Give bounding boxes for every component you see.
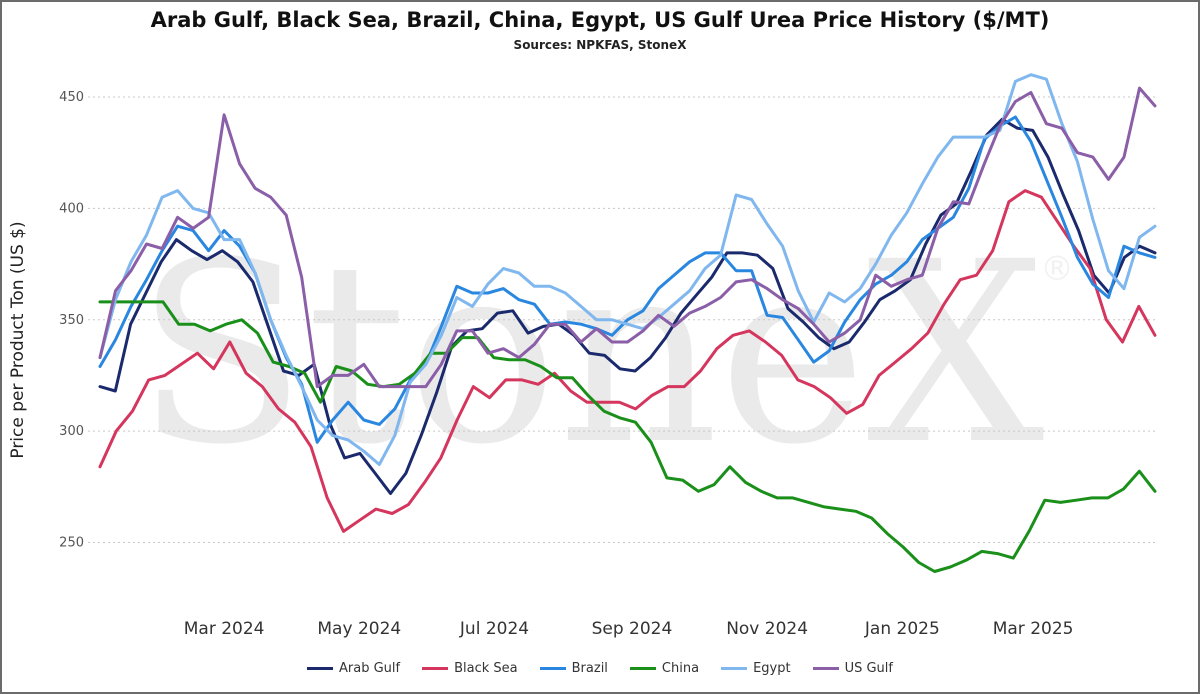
- legend-swatch: [812, 667, 839, 670]
- legend: Arab Gulf Black Sea Brazil China Egypt US Gul…: [0, 661, 1200, 676]
- y-tick-label: 350: [59, 313, 84, 328]
- legend-item-us-gulf: US Gulf: [812, 661, 893, 676]
- x-tick-label: Sep 2024: [592, 619, 673, 639]
- x-tick-label: Jul 2024: [459, 619, 529, 639]
- legend-swatch: [422, 667, 449, 670]
- series-line-black-sea: [98, 189, 1157, 533]
- legend-item-black-sea: Black Sea: [422, 661, 518, 676]
- series-line-china: [98, 300, 1157, 573]
- chart-title: Arab Gulf, Black Sea, Brazil, China, Egy…: [150, 8, 1050, 32]
- legend-swatch: [721, 667, 748, 670]
- y-tick-label: 300: [59, 424, 84, 439]
- series-line-egypt: [98, 73, 1157, 466]
- legend-label: Egypt: [753, 661, 791, 676]
- y-tick-label: 450: [59, 90, 84, 105]
- x-tick-label: Nov 2024: [726, 619, 808, 639]
- legend-item-arab-gulf: Arab Gulf: [307, 661, 400, 676]
- x-tick-label: Mar 2025: [993, 619, 1074, 639]
- y-axis-ticks: 250 300 350 400 450: [59, 90, 84, 551]
- watermark-registered-mark: ®: [1040, 249, 1074, 289]
- legend-item-china: China: [629, 661, 700, 676]
- series-line-us-gulf: [98, 86, 1157, 389]
- legend-label: Black Sea: [454, 661, 518, 676]
- legend-label: China: [661, 661, 700, 676]
- legend-swatch: [307, 667, 334, 670]
- legend-label: Brazil: [571, 661, 608, 676]
- legend-item-egypt: Egypt: [721, 661, 791, 676]
- x-axis-ticks: Mar 2024 May 2024 Jul 2024 Sep 2024 Nov 2024…: [184, 619, 1074, 639]
- legend-swatch: [539, 667, 566, 670]
- legend-item-brazil: Brazil: [539, 661, 608, 676]
- y-tick-label: 250: [59, 536, 84, 551]
- legend-label: Arab Gulf: [339, 661, 401, 676]
- legend-swatch: [629, 667, 656, 670]
- series-lines: [98, 73, 1157, 573]
- legend-label: US Gulf: [844, 661, 893, 676]
- chart-subtitle: Sources: NPKFAS, StoneX: [513, 38, 687, 52]
- x-tick-label: Mar 2024: [184, 619, 265, 639]
- x-tick-label: Jan 2025: [864, 619, 940, 639]
- x-tick-label: May 2024: [317, 619, 401, 639]
- y-tick-label: 400: [59, 201, 84, 216]
